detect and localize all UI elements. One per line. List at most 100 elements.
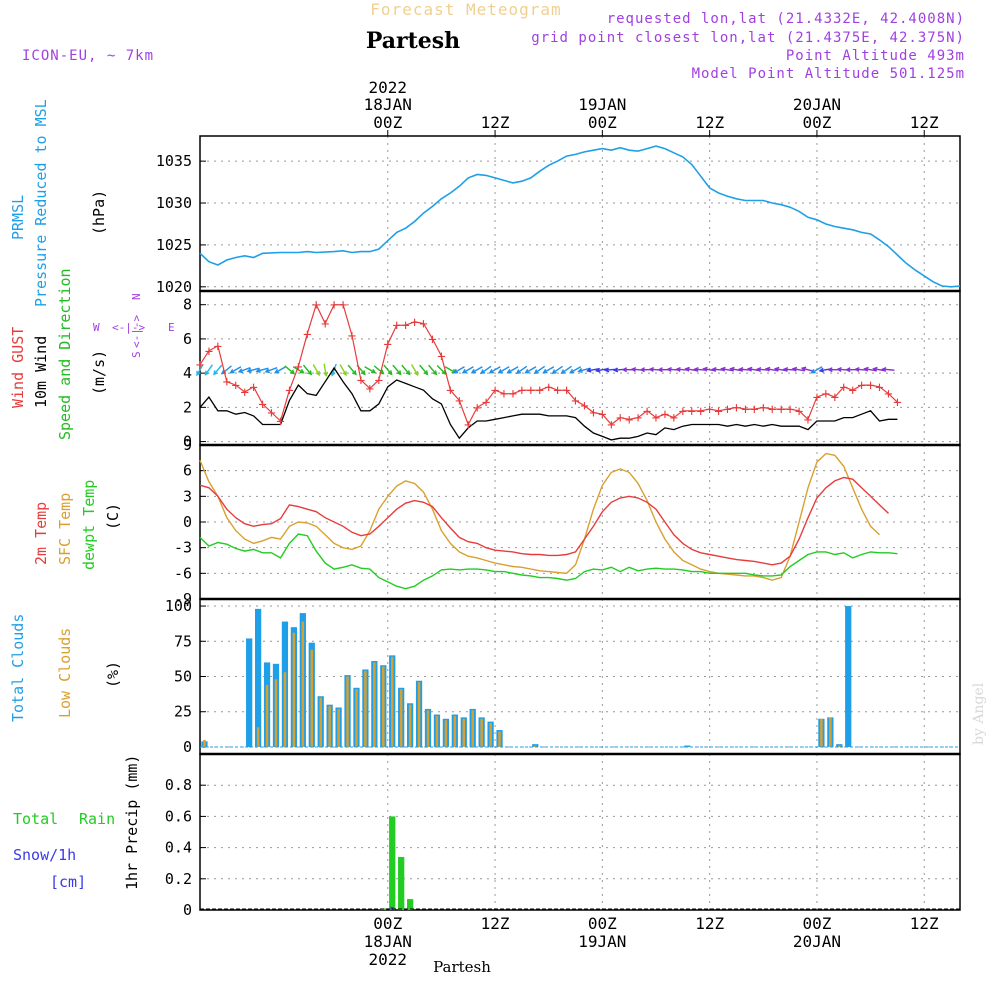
wind-gust-marker: + bbox=[401, 318, 409, 334]
low-cloud-bar bbox=[364, 670, 367, 747]
model-label: ICON-EU, ~ 7km bbox=[22, 48, 154, 64]
low-cloud-bar bbox=[462, 718, 466, 747]
total-cloud-bar bbox=[684, 745, 691, 747]
wind-direction-arrow bbox=[204, 364, 213, 376]
watermark: by Angel bbox=[971, 682, 987, 745]
wind-gust-marker: + bbox=[857, 378, 865, 394]
wind-gust-marker: + bbox=[223, 375, 231, 391]
wind-gust-marker: + bbox=[723, 402, 731, 418]
wind-gust-marker: + bbox=[562, 383, 570, 399]
wind-gust-marker: + bbox=[392, 318, 400, 334]
wind-direction-arrowhead bbox=[524, 368, 530, 374]
y-tick-label: 1035 bbox=[156, 152, 192, 170]
wind-gust-marker: + bbox=[312, 298, 320, 314]
wind-direction-arrowhead bbox=[204, 370, 210, 376]
wind-gust-marker: + bbox=[795, 404, 803, 420]
wind-direction-arrow bbox=[373, 365, 384, 375]
wind-gust-marker: + bbox=[464, 417, 472, 433]
wind-direction-arrow bbox=[312, 364, 320, 376]
wind-direction-arrowhead bbox=[506, 368, 512, 374]
wind-gust-marker: + bbox=[688, 404, 696, 420]
wind-gust-marker: + bbox=[482, 395, 490, 411]
wind-direction-arrowhead bbox=[586, 367, 592, 373]
wind-gust-marker: + bbox=[625, 412, 633, 428]
wind-gust-marker: + bbox=[536, 383, 544, 399]
wind-gust-marker: + bbox=[741, 402, 749, 418]
wind-direction-arrowhead bbox=[621, 367, 628, 373]
total-cloud-bar bbox=[836, 744, 843, 747]
low-cloud-bar bbox=[399, 689, 403, 747]
low-cloud-bar bbox=[453, 715, 457, 747]
low-cloud-bar bbox=[426, 710, 430, 747]
rain-bar bbox=[406, 899, 414, 910]
wind-direction-arrow bbox=[436, 364, 447, 375]
wind-direction-arrowhead bbox=[702, 366, 708, 372]
wind-gust-marker: + bbox=[267, 405, 275, 421]
wind-direction-arrow bbox=[552, 365, 563, 374]
low-cloud-bar bbox=[444, 720, 448, 747]
bottom-year-label: 2022 bbox=[368, 950, 407, 969]
low-cloud-bar bbox=[417, 682, 421, 747]
wind-gust-marker: + bbox=[875, 380, 883, 396]
plot-area: 102010251030103502468-9-6-30369025507510… bbox=[156, 78, 961, 969]
wind-label-2: 10m Wind bbox=[32, 336, 50, 408]
wind-gust-marker: + bbox=[705, 402, 713, 418]
compass-n: N bbox=[130, 293, 143, 300]
top-year-label: 2022 bbox=[368, 78, 407, 97]
wind-gust-marker: + bbox=[643, 404, 651, 420]
temp-panel-labels: 2m Temp SFC Temp dewpt Temp (C) bbox=[32, 480, 122, 570]
bottom-time-label: 12Z bbox=[695, 914, 724, 933]
wind-direction-arrow bbox=[364, 366, 376, 374]
y-tick-label: 8 bbox=[183, 296, 192, 314]
wind-gust-marker: + bbox=[831, 390, 839, 406]
wind-direction-arrowhead bbox=[800, 366, 807, 372]
low-cloud-bar bbox=[838, 745, 841, 747]
wind-direction-arrowhead bbox=[810, 368, 816, 374]
wind-gust-marker: + bbox=[455, 394, 463, 410]
temp-label-3: dewpt Temp bbox=[80, 480, 98, 570]
wind-direction-arrowhead bbox=[711, 366, 717, 372]
y-tick-label: 25 bbox=[174, 703, 192, 721]
wind-direction-arrowhead bbox=[630, 366, 637, 372]
y-tick-label: 50 bbox=[174, 668, 192, 686]
wind-gust-marker: + bbox=[205, 344, 213, 360]
wind-gust-marker: + bbox=[571, 394, 579, 410]
wind-direction-arrowhead bbox=[863, 366, 869, 372]
bottom-date-label: 19JAN bbox=[578, 932, 626, 951]
wind-direction-arrowhead bbox=[497, 368, 503, 374]
wind-direction-arrow bbox=[721, 367, 734, 372]
wind-gust-marker: + bbox=[276, 414, 284, 430]
low-cloud-bar bbox=[274, 679, 278, 747]
wind-direction-arrow bbox=[569, 366, 582, 374]
wind-gust-marker: + bbox=[446, 383, 454, 399]
wind-gust-marker: + bbox=[339, 298, 347, 314]
wind-direction-arrowhead bbox=[342, 370, 347, 377]
wind-direction-arrowhead bbox=[666, 366, 672, 372]
chart-title: Forecast Meteogram bbox=[370, 0, 561, 19]
wind-direction-arrowhead bbox=[827, 367, 833, 373]
wind-direction-arrowhead bbox=[432, 370, 438, 376]
top-time-label: 00Z bbox=[802, 113, 831, 132]
temp-label-2: SFC Temp bbox=[56, 493, 74, 565]
wind-direction-arrow bbox=[444, 366, 456, 374]
wind-gust-marker: + bbox=[580, 399, 588, 415]
sfc-temp-line bbox=[199, 452, 880, 581]
wind-gust-marker: + bbox=[240, 385, 248, 401]
wind-direction-arrowhead bbox=[560, 369, 566, 375]
y-tick-label: -9 bbox=[174, 590, 192, 608]
low-cloud-bar bbox=[283, 672, 287, 747]
low-cloud-bar bbox=[292, 632, 296, 747]
wind-direction-arrowhead bbox=[720, 366, 726, 372]
wind-gust-marker: + bbox=[652, 411, 660, 427]
total-cloud-bar bbox=[254, 608, 262, 747]
wind-direction-arrowhead bbox=[836, 366, 842, 372]
wind-direction-arrow bbox=[331, 363, 337, 376]
wind-gust-marker: + bbox=[518, 383, 526, 399]
precip-label-cm: [cm] bbox=[50, 873, 86, 891]
compass-arrows: <-|-> bbox=[112, 321, 145, 334]
top-date-label: 18JAN bbox=[364, 95, 412, 114]
wind-direction-arrow bbox=[864, 367, 877, 372]
total-cloud-bar bbox=[845, 606, 852, 747]
wind-direction-arrow bbox=[323, 363, 327, 376]
